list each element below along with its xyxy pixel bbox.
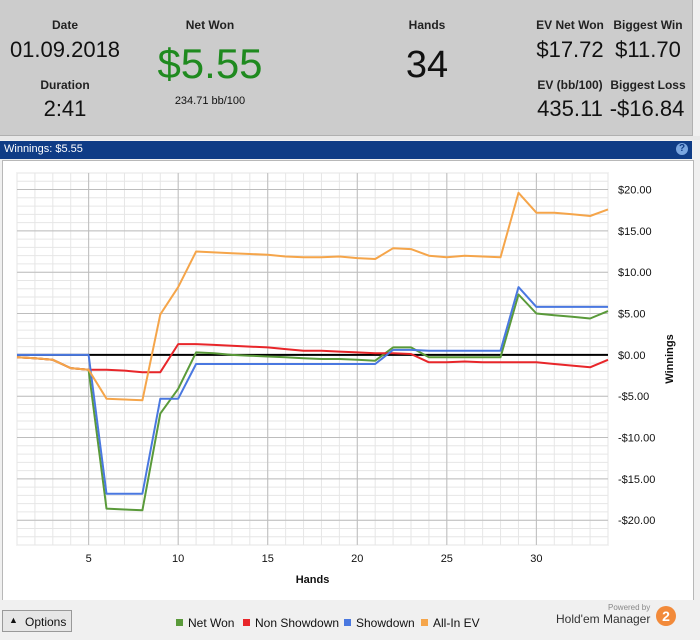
bottom-bar: ▲ Options Net Won Non Showdown Showdown All… [0,600,700,640]
biggest-win-value: $11.70 [615,37,681,62]
options-label: Options [25,615,67,629]
y-tick-label: -$20.00 [618,515,655,527]
divider [0,136,700,140]
y-tick-label: $0.00 [618,350,646,362]
legend-item[interactable]: Showdown [344,616,415,630]
x-tick-label: 20 [351,553,363,565]
x-tick-label: 5 [86,553,92,565]
ev-bb-label: EV (bb/100) [537,78,603,92]
biggest-win-label: Biggest Win [613,18,683,32]
options-button[interactable]: ▲ Options [2,610,72,632]
winnings-title: Winnings: $5.55 [4,143,83,155]
y-axis-title: Winnings [664,334,676,383]
hands-value: 34 [405,44,449,86]
x-axis-title: Hands [296,574,330,586]
x-tick-label: 15 [262,553,274,565]
x-tick-label: 30 [530,553,542,565]
net-won-label: Net Won [185,18,235,32]
triangle-up-icon: ▲ [9,615,18,625]
y-tick-label: $10.00 [618,267,652,279]
series-line-all-in-ev [16,191,609,402]
legend-swatch [344,619,351,626]
ev-net-won-label: EV Net Won [536,18,604,32]
y-tick-label: $15.00 [618,226,652,238]
series-line-showdown [17,286,608,495]
holdem-manager-logo-text: Hold'em Manager [556,612,651,626]
legend-item[interactable]: All-In EV [421,616,480,630]
ev-net-won-value: $17.72 [536,37,604,62]
series-line-non-showdown [16,343,609,374]
date-label: Date [51,18,78,32]
biggest-loss-label: Biggest Loss [610,78,686,92]
net-won-value: $5.55 [157,40,263,87]
winnings-title-bar: Winnings: $5.55 ? [0,141,692,159]
x-tick-label: 10 [172,553,184,565]
y-tick-label: $5.00 [618,309,646,321]
date-value: 01.09.2018 [9,37,121,62]
hands-label: Hands [408,18,446,32]
legend-label: All-In EV [433,616,480,630]
duration-value: 2:41 [43,96,87,121]
y-tick-label: $20.00 [618,185,652,197]
winnings-chart-container: 5 10 15 20 25 30 $20.00 $15.00 $10.00 $5.00 $0.00 -… [2,160,694,602]
series-line-net-won [16,293,609,512]
legend-label: Net Won [188,616,235,630]
powered-by-text: Powered by [608,603,651,612]
duration-label: Duration [40,78,90,92]
x-tick-label: 25 [441,553,453,565]
holdem-manager-logo-icon: 2 [656,606,676,626]
y-tick-label: -$15.00 [618,474,655,486]
legend-swatch [421,619,428,626]
legend-label: Non Showdown [255,616,340,630]
legend-label: Showdown [356,616,415,630]
ev-bb-value: 435.11 [537,96,603,121]
help-icon[interactable]: ? [676,143,688,155]
winnings-chart: 5 10 15 20 25 30 $20.00 $15.00 $10.00 $5.00 $0.00 -… [16,172,676,586]
legend-item[interactable]: Net Won [176,616,234,630]
legend-swatch [176,619,183,626]
legend-item[interactable]: Non Showdown [243,616,339,630]
y-tick-label: -$10.00 [618,433,655,445]
biggest-loss-value: -$16.84 [609,96,685,121]
stats-panel: Date 01.09.2018 Duration 2:41 Net Won $5… [0,0,693,136]
legend-swatch [243,619,250,626]
net-won-bb-per-100: 234.71 bb/100 [174,95,246,107]
y-tick-label: -$5.00 [618,391,649,403]
